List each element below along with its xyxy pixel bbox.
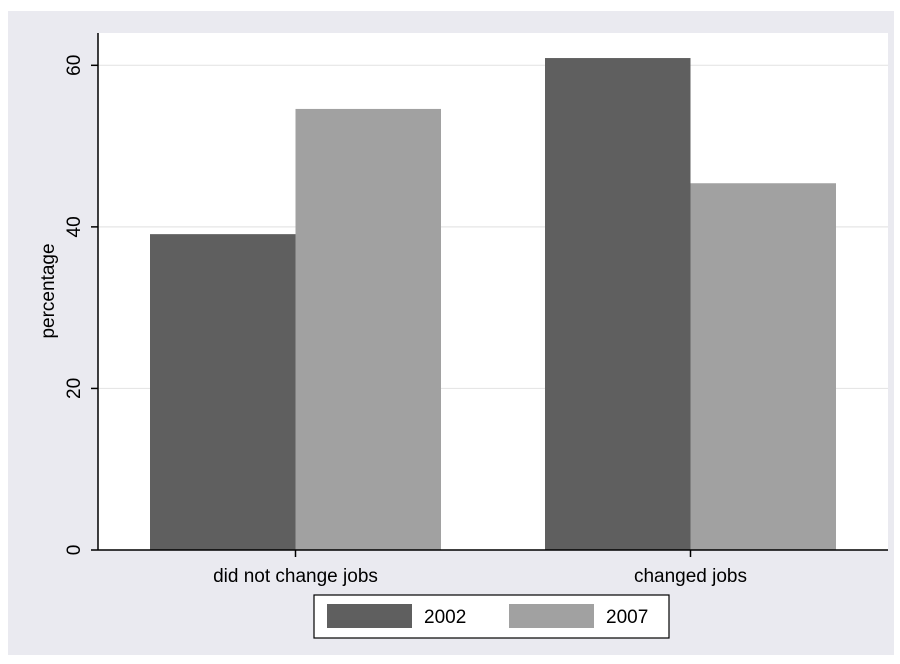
bar-2002-1 xyxy=(545,58,691,551)
legend-swatch-2007 xyxy=(509,604,594,628)
bar-2007-0 xyxy=(295,108,441,550)
bar-2002-0 xyxy=(150,234,296,550)
x-category-label: did not change jobs xyxy=(213,566,378,587)
y-axis-title: percentage xyxy=(38,243,59,338)
y-ticks: 0 20 40 60 xyxy=(64,55,98,556)
y-tick-label: 0 xyxy=(64,545,85,556)
legend-label-2007: 2007 xyxy=(606,607,648,628)
x-category-labels: did not change jobs changed jobs xyxy=(213,550,747,587)
y-tick-label: 40 xyxy=(64,216,85,237)
axes xyxy=(97,33,888,551)
y-tick-label: 60 xyxy=(64,55,85,76)
bar-2007-1 xyxy=(690,183,836,551)
bars xyxy=(150,58,836,551)
x-category-label: changed jobs xyxy=(634,566,747,587)
legend: 2002 2007 xyxy=(313,594,670,639)
y-tick-label: 20 xyxy=(64,378,85,399)
legend-label-2002: 2002 xyxy=(424,607,466,628)
legend-swatch-2002 xyxy=(327,604,412,628)
